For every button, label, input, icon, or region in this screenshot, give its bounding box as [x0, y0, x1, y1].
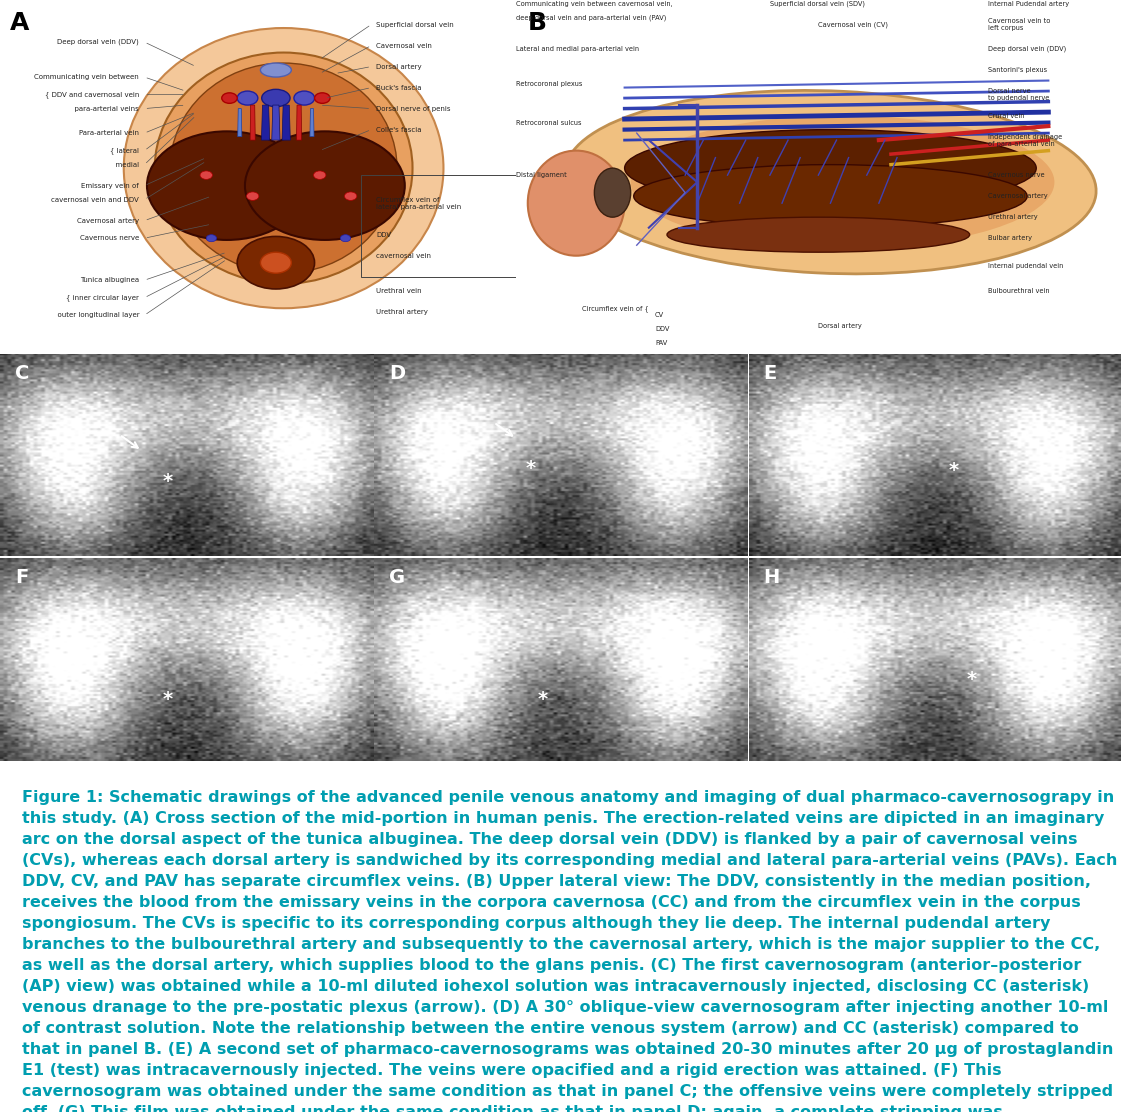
Text: { lateral: { lateral — [110, 147, 139, 153]
Text: cavernosal vein: cavernosal vein — [377, 252, 432, 259]
Text: Buck's fascia: Buck's fascia — [377, 85, 421, 90]
Text: Crural vein: Crural vein — [988, 112, 1025, 119]
Text: cavernosal vein and DDV: cavernosal vein and DDV — [52, 197, 139, 202]
Text: DDV: DDV — [655, 326, 669, 332]
Ellipse shape — [170, 63, 397, 274]
Text: Cavernosal vein to
left corpus: Cavernosal vein to left corpus — [988, 18, 1050, 31]
Text: Circumflex vein of {: Circumflex vein of { — [582, 305, 649, 311]
Text: deep dorsal vein and para-arterial vein (PAV): deep dorsal vein and para-arterial vein … — [516, 14, 666, 21]
Text: Circumflex vein of
lateral para-arterial vein: Circumflex vein of lateral para-arterial… — [377, 197, 462, 210]
Text: Independent drainage
of para-arterial vein: Independent drainage of para-arterial ve… — [988, 133, 1062, 147]
Ellipse shape — [294, 91, 315, 105]
Text: CV: CV — [655, 312, 664, 318]
Circle shape — [314, 171, 326, 179]
Ellipse shape — [631, 116, 1055, 249]
Text: Cavernosal artery: Cavernosal artery — [77, 218, 139, 224]
Polygon shape — [261, 106, 270, 140]
Text: Bulbourethral vein: Bulbourethral vein — [988, 288, 1049, 294]
Text: para-arterial veins: para-arterial veins — [71, 106, 139, 111]
Text: Superficial dorsal vein: Superficial dorsal vein — [377, 21, 454, 28]
Circle shape — [247, 192, 259, 200]
Text: Para-arterial vein: Para-arterial vein — [80, 130, 139, 136]
Text: D: D — [389, 364, 406, 383]
Ellipse shape — [123, 28, 444, 308]
Circle shape — [244, 131, 405, 240]
Text: Cavernosal vein (CV): Cavernosal vein (CV) — [818, 21, 888, 28]
Text: Superficial dorsal vein (SDV): Superficial dorsal vein (SDV) — [770, 0, 865, 7]
Ellipse shape — [624, 130, 1036, 207]
Text: Emissary vein of: Emissary vein of — [82, 182, 139, 189]
Text: G: G — [389, 568, 406, 587]
Text: Communicating vein between cavernosal vein,: Communicating vein between cavernosal ve… — [516, 0, 673, 7]
Ellipse shape — [667, 217, 970, 252]
Text: outer longitudinal layer: outer longitudinal layer — [53, 312, 139, 318]
Circle shape — [238, 237, 315, 289]
Polygon shape — [296, 106, 302, 140]
Text: { DDV and cavernosal vein: { DDV and cavernosal vein — [45, 91, 139, 98]
Text: F: F — [15, 568, 28, 587]
Text: C: C — [15, 364, 29, 383]
Text: Bulbar artery: Bulbar artery — [988, 236, 1031, 241]
Text: *: * — [967, 671, 978, 689]
Text: *: * — [526, 459, 536, 478]
Polygon shape — [309, 109, 314, 137]
Text: Deep dorsal vein (DDV): Deep dorsal vein (DDV) — [57, 39, 139, 46]
Text: Dorsal artery: Dorsal artery — [377, 63, 423, 70]
Text: Communicating vein between: Communicating vein between — [35, 75, 139, 80]
Ellipse shape — [594, 168, 631, 217]
Text: Retrocoronal plexus: Retrocoronal plexus — [516, 81, 582, 87]
Polygon shape — [271, 106, 280, 140]
Circle shape — [341, 235, 351, 241]
Text: A: A — [10, 10, 29, 34]
Text: Dorsal nerve
to pudendal nerve: Dorsal nerve to pudendal nerve — [988, 88, 1049, 101]
Text: H: H — [763, 568, 780, 587]
Text: Lateral and medial para-arterial vein: Lateral and medial para-arterial vein — [516, 46, 639, 52]
Text: DDV: DDV — [377, 231, 391, 238]
Ellipse shape — [261, 89, 290, 107]
Text: Cavernosal artery: Cavernosal artery — [988, 193, 1047, 199]
Polygon shape — [238, 109, 242, 137]
Text: Deep dorsal vein (DDV): Deep dorsal vein (DDV) — [988, 46, 1066, 52]
Circle shape — [344, 192, 356, 200]
Text: *: * — [948, 461, 958, 480]
Text: PAV: PAV — [655, 340, 667, 346]
Text: Colle's fascia: Colle's fascia — [377, 127, 421, 132]
Text: Retrocoronal sulcus: Retrocoronal sulcus — [516, 120, 581, 126]
Ellipse shape — [260, 63, 291, 77]
Ellipse shape — [222, 92, 238, 103]
Ellipse shape — [528, 150, 624, 256]
Circle shape — [200, 171, 213, 179]
Text: Santorini's plexus: Santorini's plexus — [988, 67, 1047, 73]
Text: *: * — [163, 471, 173, 490]
Ellipse shape — [633, 165, 1027, 228]
Text: Internal Pudendal artery: Internal Pudendal artery — [988, 0, 1069, 7]
Text: Cavernous nerve: Cavernous nerve — [988, 172, 1045, 178]
Text: *: * — [537, 691, 547, 709]
Text: Internal pudendal vein: Internal pudendal vein — [988, 264, 1063, 269]
Text: Dorsal artery: Dorsal artery — [818, 322, 862, 329]
Text: B: B — [528, 10, 547, 34]
Ellipse shape — [155, 52, 413, 284]
Ellipse shape — [238, 91, 258, 105]
Circle shape — [147, 131, 307, 240]
Circle shape — [260, 252, 291, 274]
Text: Dorsal nerve of penis: Dorsal nerve of penis — [377, 106, 451, 111]
Text: Urethral vein: Urethral vein — [377, 288, 423, 294]
Text: Cavernous nerve: Cavernous nerve — [80, 236, 139, 241]
Text: Urethral artery: Urethral artery — [377, 309, 428, 315]
Text: Cavernosal vein: Cavernosal vein — [377, 42, 433, 49]
Polygon shape — [250, 106, 256, 140]
Text: Distal ligament: Distal ligament — [516, 172, 566, 178]
Text: { inner circular layer: { inner circular layer — [66, 295, 139, 301]
Text: *: * — [163, 691, 173, 709]
Text: medial: medial — [111, 161, 139, 168]
Polygon shape — [282, 106, 290, 140]
Ellipse shape — [315, 92, 330, 103]
Text: Figure 1: Schematic drawings of the advanced penile venous anatomy and imaging o: Figure 1: Schematic drawings of the adva… — [22, 790, 1118, 1112]
Text: Urethral artery: Urethral artery — [988, 215, 1037, 220]
Text: E: E — [763, 364, 777, 383]
Ellipse shape — [565, 90, 1096, 274]
Circle shape — [206, 235, 216, 241]
Text: Tunica albuginea: Tunica albuginea — [80, 277, 139, 284]
